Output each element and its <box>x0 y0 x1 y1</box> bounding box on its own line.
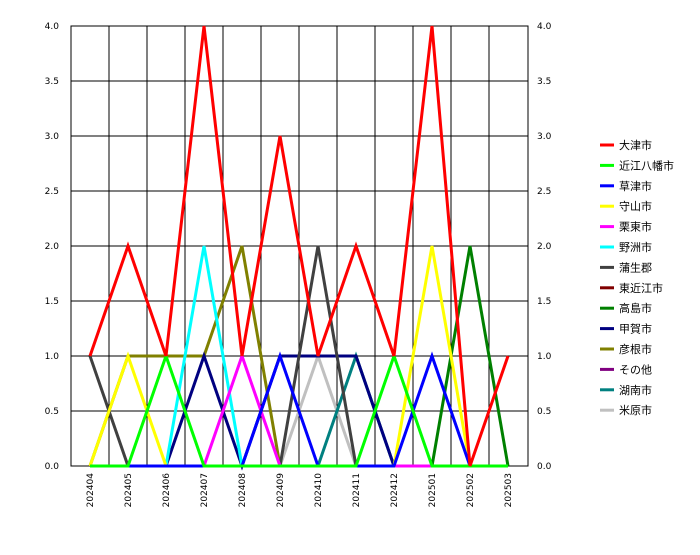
y-tick-label-right: 2.0 <box>537 242 552 252</box>
x-tick-label: 202411 <box>352 473 362 507</box>
legend-label: 守山市 <box>619 199 652 213</box>
y-axis-right: 0.0 0.5 1.0 1.5 2.0 2.5 3.0 3.5 4.0 <box>537 22 552 472</box>
legend-label: 彦根市 <box>619 342 652 356</box>
y-tick-label-right: 0.0 <box>537 462 552 472</box>
x-tick-label: 202408 <box>238 473 248 508</box>
legend-label: 草津市 <box>619 179 652 193</box>
x-tick-label: 202404 <box>86 473 96 508</box>
y-tick-label-right: 2.5 <box>537 187 551 197</box>
legend-label: 湖南市 <box>619 383 652 397</box>
x-tick-label: 202409 <box>276 473 286 508</box>
x-tick-label: 202407 <box>200 473 210 507</box>
legend-label: 高島市 <box>619 301 652 315</box>
series-line <box>88 25 510 467</box>
series-line <box>90 351 508 468</box>
legend-label: 栗東市 <box>619 220 652 234</box>
legend-label: 大津市 <box>619 138 652 152</box>
x-tick-label: 202501 <box>428 473 438 507</box>
legend-label: 甲賀市 <box>619 322 652 336</box>
y-tick-label-left: 0.0 <box>45 462 60 472</box>
legend-label: 近江八幡市 <box>619 158 674 172</box>
x-tick-label: 202410 <box>314 473 324 508</box>
y-tick-label-left: 4.0 <box>45 22 60 32</box>
y-tick-label-right: 3.0 <box>537 132 552 142</box>
legend-label: 野洲市 <box>619 240 652 254</box>
y-tick-label-right: 0.5 <box>537 407 551 417</box>
legend-label: 東近江市 <box>619 281 663 295</box>
grid <box>70 25 529 467</box>
legend-label: 米原市 <box>619 403 652 417</box>
x-axis: 202404 202405 202406 202407 202408 202409 2024… <box>86 473 514 508</box>
y-tick-label-right: 1.0 <box>537 352 552 362</box>
y-tick-label-left: 3.0 <box>45 132 60 142</box>
y-tick-label-left: 3.5 <box>45 77 59 87</box>
y-tick-label-right: 3.5 <box>537 77 551 87</box>
y-tick-label-left: 1.0 <box>45 352 60 362</box>
y-tick-label-left: 1.5 <box>45 297 59 307</box>
legend: 大津市近江八幡市草津市守山市栗東市野洲市蒲生郡東近江市高島市甲賀市彦根市その他湖… <box>600 138 674 417</box>
legend-label: 蒲生郡 <box>619 260 652 274</box>
legend-label: その他 <box>619 363 652 376</box>
x-tick-label: 202502 <box>466 473 476 507</box>
y-tick-label-left: 2.0 <box>45 242 60 252</box>
y-tick-label-left: 0.5 <box>45 407 59 417</box>
y-axis-left: 0.0 0.5 1.0 1.5 2.0 2.5 3.0 3.5 4.0 <box>45 22 60 472</box>
series-line <box>90 351 508 468</box>
y-tick-label-left: 2.5 <box>45 187 59 197</box>
y-tick-label-right: 1.5 <box>537 297 551 307</box>
x-tick-label: 202412 <box>390 473 400 507</box>
x-tick-label: 202405 <box>124 473 134 507</box>
x-tick-label: 202503 <box>504 473 514 507</box>
y-tick-label-right: 4.0 <box>537 22 552 32</box>
x-tick-label: 202406 <box>162 473 172 508</box>
plot-series <box>88 25 510 471</box>
